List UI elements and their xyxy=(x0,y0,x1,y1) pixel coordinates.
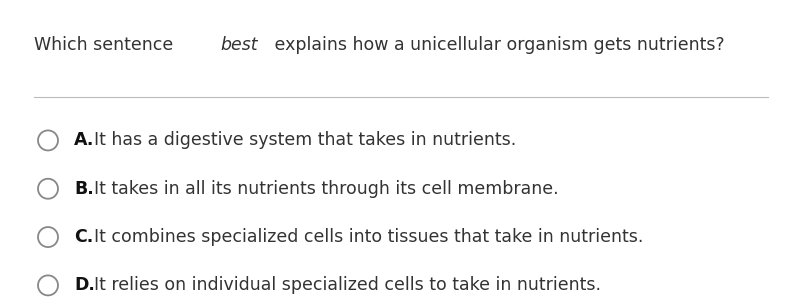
Ellipse shape xyxy=(38,130,58,150)
Text: D.: D. xyxy=(74,276,95,294)
Text: A.: A. xyxy=(74,131,94,149)
Text: explains how a unicellular organism gets nutrients?: explains how a unicellular organism gets… xyxy=(269,36,725,54)
Text: It relies on individual specialized cells to take in nutrients.: It relies on individual specialized cell… xyxy=(94,276,602,294)
Text: best: best xyxy=(220,36,258,54)
Text: It has a digestive system that takes in nutrients.: It has a digestive system that takes in … xyxy=(94,131,517,149)
Text: It takes in all its nutrients through its cell membrane.: It takes in all its nutrients through it… xyxy=(94,180,559,198)
Text: Which sentence: Which sentence xyxy=(34,36,178,54)
Ellipse shape xyxy=(38,227,58,247)
Text: B.: B. xyxy=(74,180,94,198)
Ellipse shape xyxy=(38,275,58,295)
Ellipse shape xyxy=(38,179,58,199)
Text: It combines specialized cells into tissues that take in nutrients.: It combines specialized cells into tissu… xyxy=(94,228,644,246)
Text: C.: C. xyxy=(74,228,94,246)
